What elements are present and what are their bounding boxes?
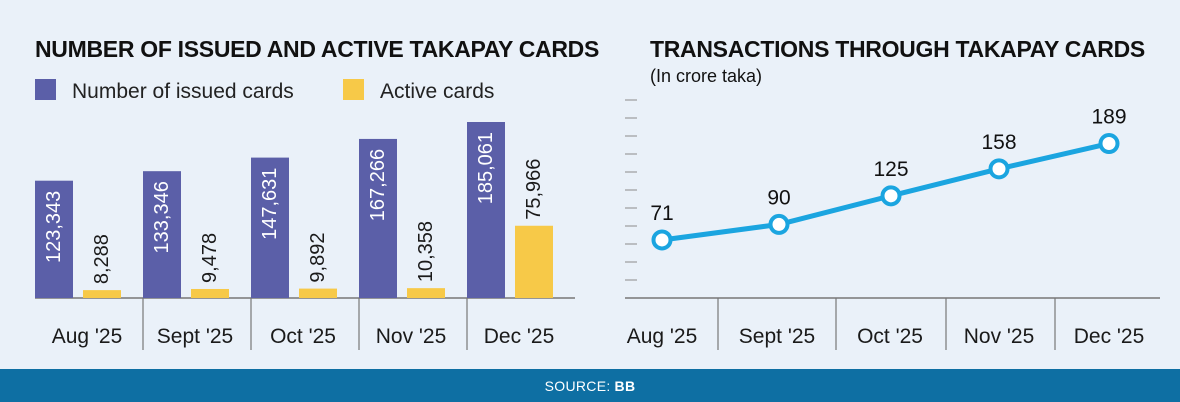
bar-issued [251, 157, 289, 298]
line-category-label: Nov '25 [964, 325, 1035, 348]
bar-category-label: Aug '25 [52, 325, 123, 348]
bar-issued [35, 180, 73, 298]
bar-label-issued: 185,061 [475, 132, 497, 204]
bar-category-label: Dec '25 [484, 325, 555, 348]
data-point [768, 213, 790, 235]
bar-chart-title: NUMBER OF ISSUED AND ACTIVE TAKAPAY CARD… [35, 36, 599, 62]
line-category-label: Aug '25 [627, 325, 698, 348]
data-point [651, 229, 673, 251]
source-footer: SOURCE: BB [0, 369, 1180, 402]
data-point [880, 185, 902, 207]
bar-label-active: 9,478 [199, 233, 221, 283]
legend-label-active: Active cards [380, 80, 494, 103]
bar-label-active: 8,288 [91, 234, 113, 284]
legend-swatch-issued [35, 79, 56, 100]
data-label: 125 [873, 158, 908, 181]
bar-issued [359, 138, 397, 298]
bar-category-label: Oct '25 [270, 325, 336, 348]
bar-issued [143, 171, 181, 298]
line-category-label: Oct '25 [857, 325, 923, 348]
bar-category-label: Nov '25 [376, 325, 447, 348]
transactions-line-chart: TRANSACTIONS THROUGH TAKAPAY CARDS (In c… [625, 36, 1160, 350]
line-chart-subtitle: (In crore taka) [650, 66, 762, 86]
line-category-label: Sept '25 [739, 325, 815, 348]
bar-label-issued: 167,266 [367, 149, 389, 221]
bar-active [299, 288, 337, 298]
data-label: 90 [767, 186, 790, 209]
issued-active-cards-chart: NUMBER OF ISSUED AND ACTIVE TAKAPAY CARD… [35, 36, 599, 350]
bar-label-issued: 133,346 [151, 181, 173, 253]
legend-swatch-active [343, 79, 364, 100]
bar-label-active: 75,966 [523, 159, 545, 220]
bar-label-issued: 147,631 [259, 168, 281, 240]
bar-active [83, 290, 121, 298]
data-label: 189 [1091, 106, 1126, 129]
bar-label-active: 9,892 [307, 233, 329, 283]
bar-category-label: Sept '25 [157, 325, 233, 348]
data-label: 158 [981, 131, 1016, 154]
source-label: SOURCE: [544, 377, 611, 394]
bar-label-active: 10,358 [415, 221, 437, 282]
data-point [988, 158, 1010, 180]
bar-label-issued: 123,343 [43, 191, 65, 263]
legend-label-issued: Number of issued cards [72, 80, 294, 103]
line-category-label: Dec '25 [1074, 325, 1145, 348]
line-chart-title: TRANSACTIONS THROUGH TAKAPAY CARDS [650, 36, 1145, 62]
data-point [1098, 133, 1120, 155]
source-value: BB [614, 377, 636, 394]
bar-issued [467, 122, 505, 298]
bar-active [515, 225, 553, 298]
bar-active [407, 288, 445, 298]
bar-active [191, 288, 229, 298]
data-label: 71 [650, 202, 673, 225]
